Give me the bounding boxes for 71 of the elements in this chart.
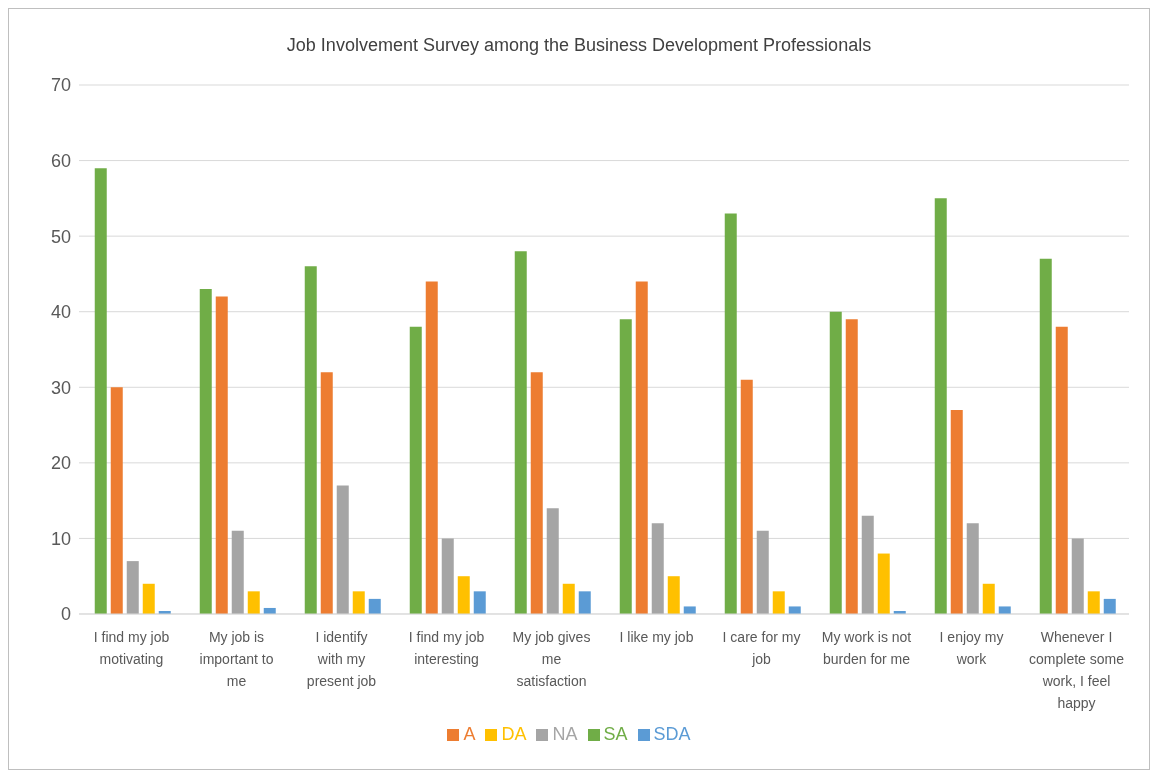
bar <box>530 372 543 614</box>
bar <box>94 168 107 614</box>
bar <box>829 311 842 614</box>
chart-title: Job Involvement Survey among the Business Development Professionals <box>285 34 873 57</box>
bar <box>546 508 559 614</box>
bar <box>409 326 422 614</box>
bar <box>320 372 333 614</box>
bar <box>966 523 979 614</box>
bar <box>877 553 890 614</box>
y-tick-label: 40 <box>50 302 71 323</box>
bar <box>1055 326 1068 614</box>
bar <box>199 289 212 614</box>
legend-label: DA <box>501 724 527 744</box>
legend-label: SDA <box>653 724 691 744</box>
bar <box>788 606 801 614</box>
bar <box>425 281 438 614</box>
bar <box>142 583 155 614</box>
bar <box>247 591 260 614</box>
bar <box>845 319 858 614</box>
y-tick-label: 60 <box>50 150 71 171</box>
bar <box>756 530 769 614</box>
bar <box>231 530 244 614</box>
bar <box>982 583 995 614</box>
bar <box>473 591 486 614</box>
x-tick-label: I identify with my present job <box>306 629 377 689</box>
bar <box>352 591 365 614</box>
bar <box>578 591 591 614</box>
bar <box>635 281 648 614</box>
bar <box>304 266 317 614</box>
bar <box>110 387 123 614</box>
bar <box>667 576 680 614</box>
bar <box>1103 598 1116 614</box>
y-tick-label: 20 <box>50 453 71 474</box>
x-tick-label: I care for my job <box>722 629 801 667</box>
bar <box>215 296 228 614</box>
y-tick-label: 0 <box>60 604 71 625</box>
bar <box>998 606 1011 614</box>
bar <box>126 561 139 614</box>
bar <box>950 409 963 614</box>
bar <box>457 576 470 614</box>
y-tick-label: 10 <box>50 528 71 549</box>
legend-label: A <box>463 724 476 744</box>
bar <box>562 583 575 614</box>
x-tick-label: My work is not burden for me <box>821 629 912 667</box>
x-tick-label: Whenever I complete some work, I feel happy <box>1029 629 1125 711</box>
x-tick-label: My job gives me satisfaction <box>512 629 591 689</box>
y-tick-label: 70 <box>50 75 71 96</box>
x-tick-label: I find my job interesting <box>408 629 485 667</box>
bar <box>934 198 947 614</box>
legend-label: NA <box>552 724 578 744</box>
bar <box>651 523 664 614</box>
bar <box>683 606 696 614</box>
bar <box>336 485 349 614</box>
bar <box>772 591 785 614</box>
legend-label: SA <box>603 724 628 744</box>
x-tick-label: I find my job motivating <box>93 629 170 667</box>
bar <box>1071 538 1084 614</box>
y-tick-label: 30 <box>50 377 71 398</box>
bar <box>514 251 527 614</box>
bar <box>740 379 753 614</box>
x-tick-label: I enjoy my work <box>939 629 1004 667</box>
bar <box>861 515 874 614</box>
bar <box>724 213 737 614</box>
x-tick-label: I like my job <box>619 629 694 645</box>
bar <box>441 538 454 614</box>
bar <box>619 319 632 614</box>
bar <box>1087 591 1100 614</box>
y-tick-label: 50 <box>50 226 71 247</box>
bar <box>368 598 381 614</box>
bar <box>1039 258 1052 614</box>
x-tick-label: My job is important to me <box>199 629 274 689</box>
